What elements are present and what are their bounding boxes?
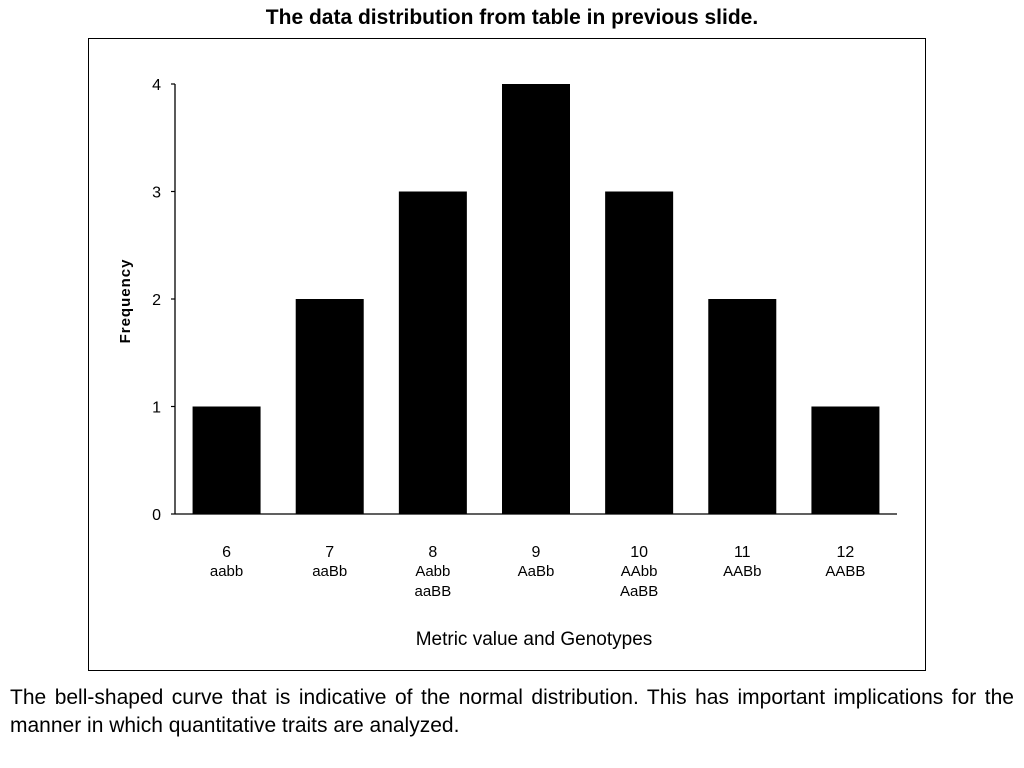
x-tick-label: 8 [428, 544, 437, 561]
x-tick-label: 6 [222, 544, 231, 561]
y-tick-label: 2 [152, 292, 161, 309]
x-tick-label: 10 [630, 544, 648, 561]
bar-9 [502, 84, 570, 514]
y-tick-label: 3 [152, 185, 161, 202]
bar-12 [811, 406, 880, 514]
x-tick-label: 9 [532, 544, 541, 561]
bar-6 [192, 406, 261, 514]
x-tick-label: 7 [325, 544, 334, 561]
y-tick-label: 0 [152, 507, 161, 524]
y-tick-label: 1 [152, 400, 161, 417]
genotype-label: aabb [210, 563, 243, 580]
genotype-label: AaBB [620, 583, 658, 600]
y-tick-label: 4 [152, 77, 161, 94]
genotype-label: Aabb [415, 563, 450, 580]
genotype-label: aaBB [415, 583, 452, 600]
slide-title: The data distribution from table in prev… [265, 6, 759, 29]
genotype-label: AABB [825, 563, 865, 580]
bar-8 [398, 191, 467, 514]
chart-frame: 0 1 2 3 4 6 aabb 7 aaBb 8 Aabb aaBB 9 AaBb 10 AAbb AaBB 1… [88, 38, 926, 671]
bar-10 [605, 191, 674, 514]
genotype-label: AaBb [518, 563, 555, 580]
x-tick-label: 11 [734, 544, 751, 561]
x-tick-label: 12 [837, 544, 855, 561]
bar-7 [295, 299, 364, 514]
bar-11 [708, 299, 777, 514]
y-axis-label: Frequency [117, 259, 134, 344]
genotype-label: AABb [723, 563, 761, 580]
x-axis-label: Metric value and Genotypes [416, 629, 653, 650]
slide-caption: The bell-shaped curve that is indicative… [10, 686, 1014, 737]
genotype-label: aaBb [312, 563, 347, 580]
genotype-label: AAbb [621, 563, 658, 580]
bar-chart: 012346aabb7aaBb8AabbaaBB9AaBb10AAbbAaBB1… [117, 77, 897, 650]
